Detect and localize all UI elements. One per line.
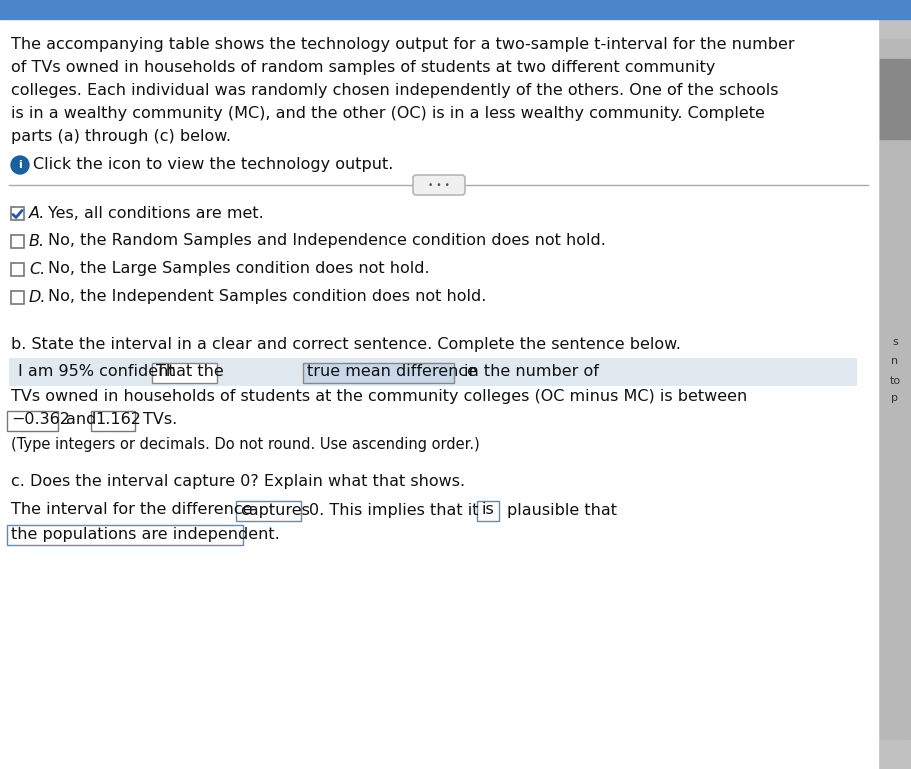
- FancyBboxPatch shape: [7, 525, 243, 545]
- Text: of TVs owned in households of random samples of students at two different commun: of TVs owned in households of random sam…: [11, 60, 714, 75]
- Text: (Type integers or decimals. Do not round. Use ascending order.): (Type integers or decimals. Do not round…: [11, 437, 479, 451]
- Text: s: s: [891, 337, 897, 348]
- Text: 1.162: 1.162: [95, 412, 141, 428]
- FancyBboxPatch shape: [11, 291, 24, 304]
- Bar: [877, 0, 911, 769]
- Text: the populations are independent.: the populations are independent.: [11, 527, 280, 541]
- FancyBboxPatch shape: [152, 363, 217, 383]
- Bar: [0, 0, 911, 19]
- FancyBboxPatch shape: [11, 262, 24, 275]
- Text: −0.362: −0.362: [11, 412, 70, 428]
- Text: Yes, all conditions are met.: Yes, all conditions are met.: [48, 205, 263, 221]
- Text: Click the icon to view the technology output.: Click the icon to view the technology ou…: [33, 158, 393, 172]
- FancyBboxPatch shape: [413, 175, 465, 195]
- Text: 0. This implies that it: 0. This implies that it: [309, 502, 478, 518]
- Text: That the: That the: [156, 365, 224, 379]
- Text: B.: B.: [29, 234, 45, 248]
- Text: and: and: [66, 412, 96, 428]
- Text: A.: A.: [29, 205, 46, 221]
- Text: c. Does the interval capture 0? Explain what that shows.: c. Does the interval capture 0? Explain …: [11, 474, 465, 489]
- Text: The accompanying table shows the technology output for a two-sample t-interval f: The accompanying table shows the technol…: [11, 37, 793, 52]
- FancyBboxPatch shape: [476, 501, 499, 521]
- Text: parts (a) through (c) below.: parts (a) through (c) below.: [11, 129, 230, 144]
- Text: is in a wealthy community (MC), and the other (OC) is in a less wealthy communit: is in a wealthy community (MC), and the …: [11, 106, 764, 121]
- Text: is: is: [480, 502, 493, 518]
- Text: b. State the interval in a clear and correct sentence. Complete the sentence bel: b. State the interval in a clear and cor…: [11, 337, 681, 352]
- Text: The interval for the difference: The interval for the difference: [11, 502, 252, 518]
- Text: colleges. Each individual was randomly chosen independently of the others. One o: colleges. Each individual was randomly c…: [11, 83, 778, 98]
- Text: • • •: • • •: [427, 181, 449, 189]
- Text: D.: D.: [29, 289, 46, 305]
- Circle shape: [11, 156, 29, 174]
- FancyBboxPatch shape: [11, 235, 24, 248]
- Text: in the number of: in the number of: [464, 365, 599, 379]
- Text: C.: C.: [29, 261, 46, 277]
- Text: plausible that: plausible that: [507, 502, 617, 518]
- FancyBboxPatch shape: [91, 411, 135, 431]
- FancyBboxPatch shape: [9, 358, 856, 386]
- Text: to: to: [888, 375, 899, 386]
- Text: No, the Random Samples and Independence condition does not hold.: No, the Random Samples and Independence …: [48, 234, 605, 248]
- Text: true mean difference: true mean difference: [307, 365, 476, 379]
- Text: No, the Independent Samples condition does not hold.: No, the Independent Samples condition do…: [48, 289, 486, 305]
- FancyBboxPatch shape: [7, 411, 57, 431]
- Text: TVs owned in households of students at the community colleges (OC minus MC) is b: TVs owned in households of students at t…: [11, 388, 746, 404]
- Bar: [879, 39, 909, 739]
- FancyBboxPatch shape: [303, 363, 454, 383]
- FancyBboxPatch shape: [11, 207, 24, 219]
- Text: p: p: [891, 392, 897, 403]
- Bar: [879, 59, 909, 139]
- Text: TVs.: TVs.: [143, 412, 177, 428]
- Text: captures: captures: [240, 502, 310, 518]
- Text: i: i: [18, 160, 22, 170]
- Text: No, the Large Samples condition does not hold.: No, the Large Samples condition does not…: [48, 261, 429, 277]
- FancyBboxPatch shape: [236, 501, 301, 521]
- Text: I am 95% confident: I am 95% confident: [18, 365, 174, 379]
- Text: n: n: [890, 356, 897, 367]
